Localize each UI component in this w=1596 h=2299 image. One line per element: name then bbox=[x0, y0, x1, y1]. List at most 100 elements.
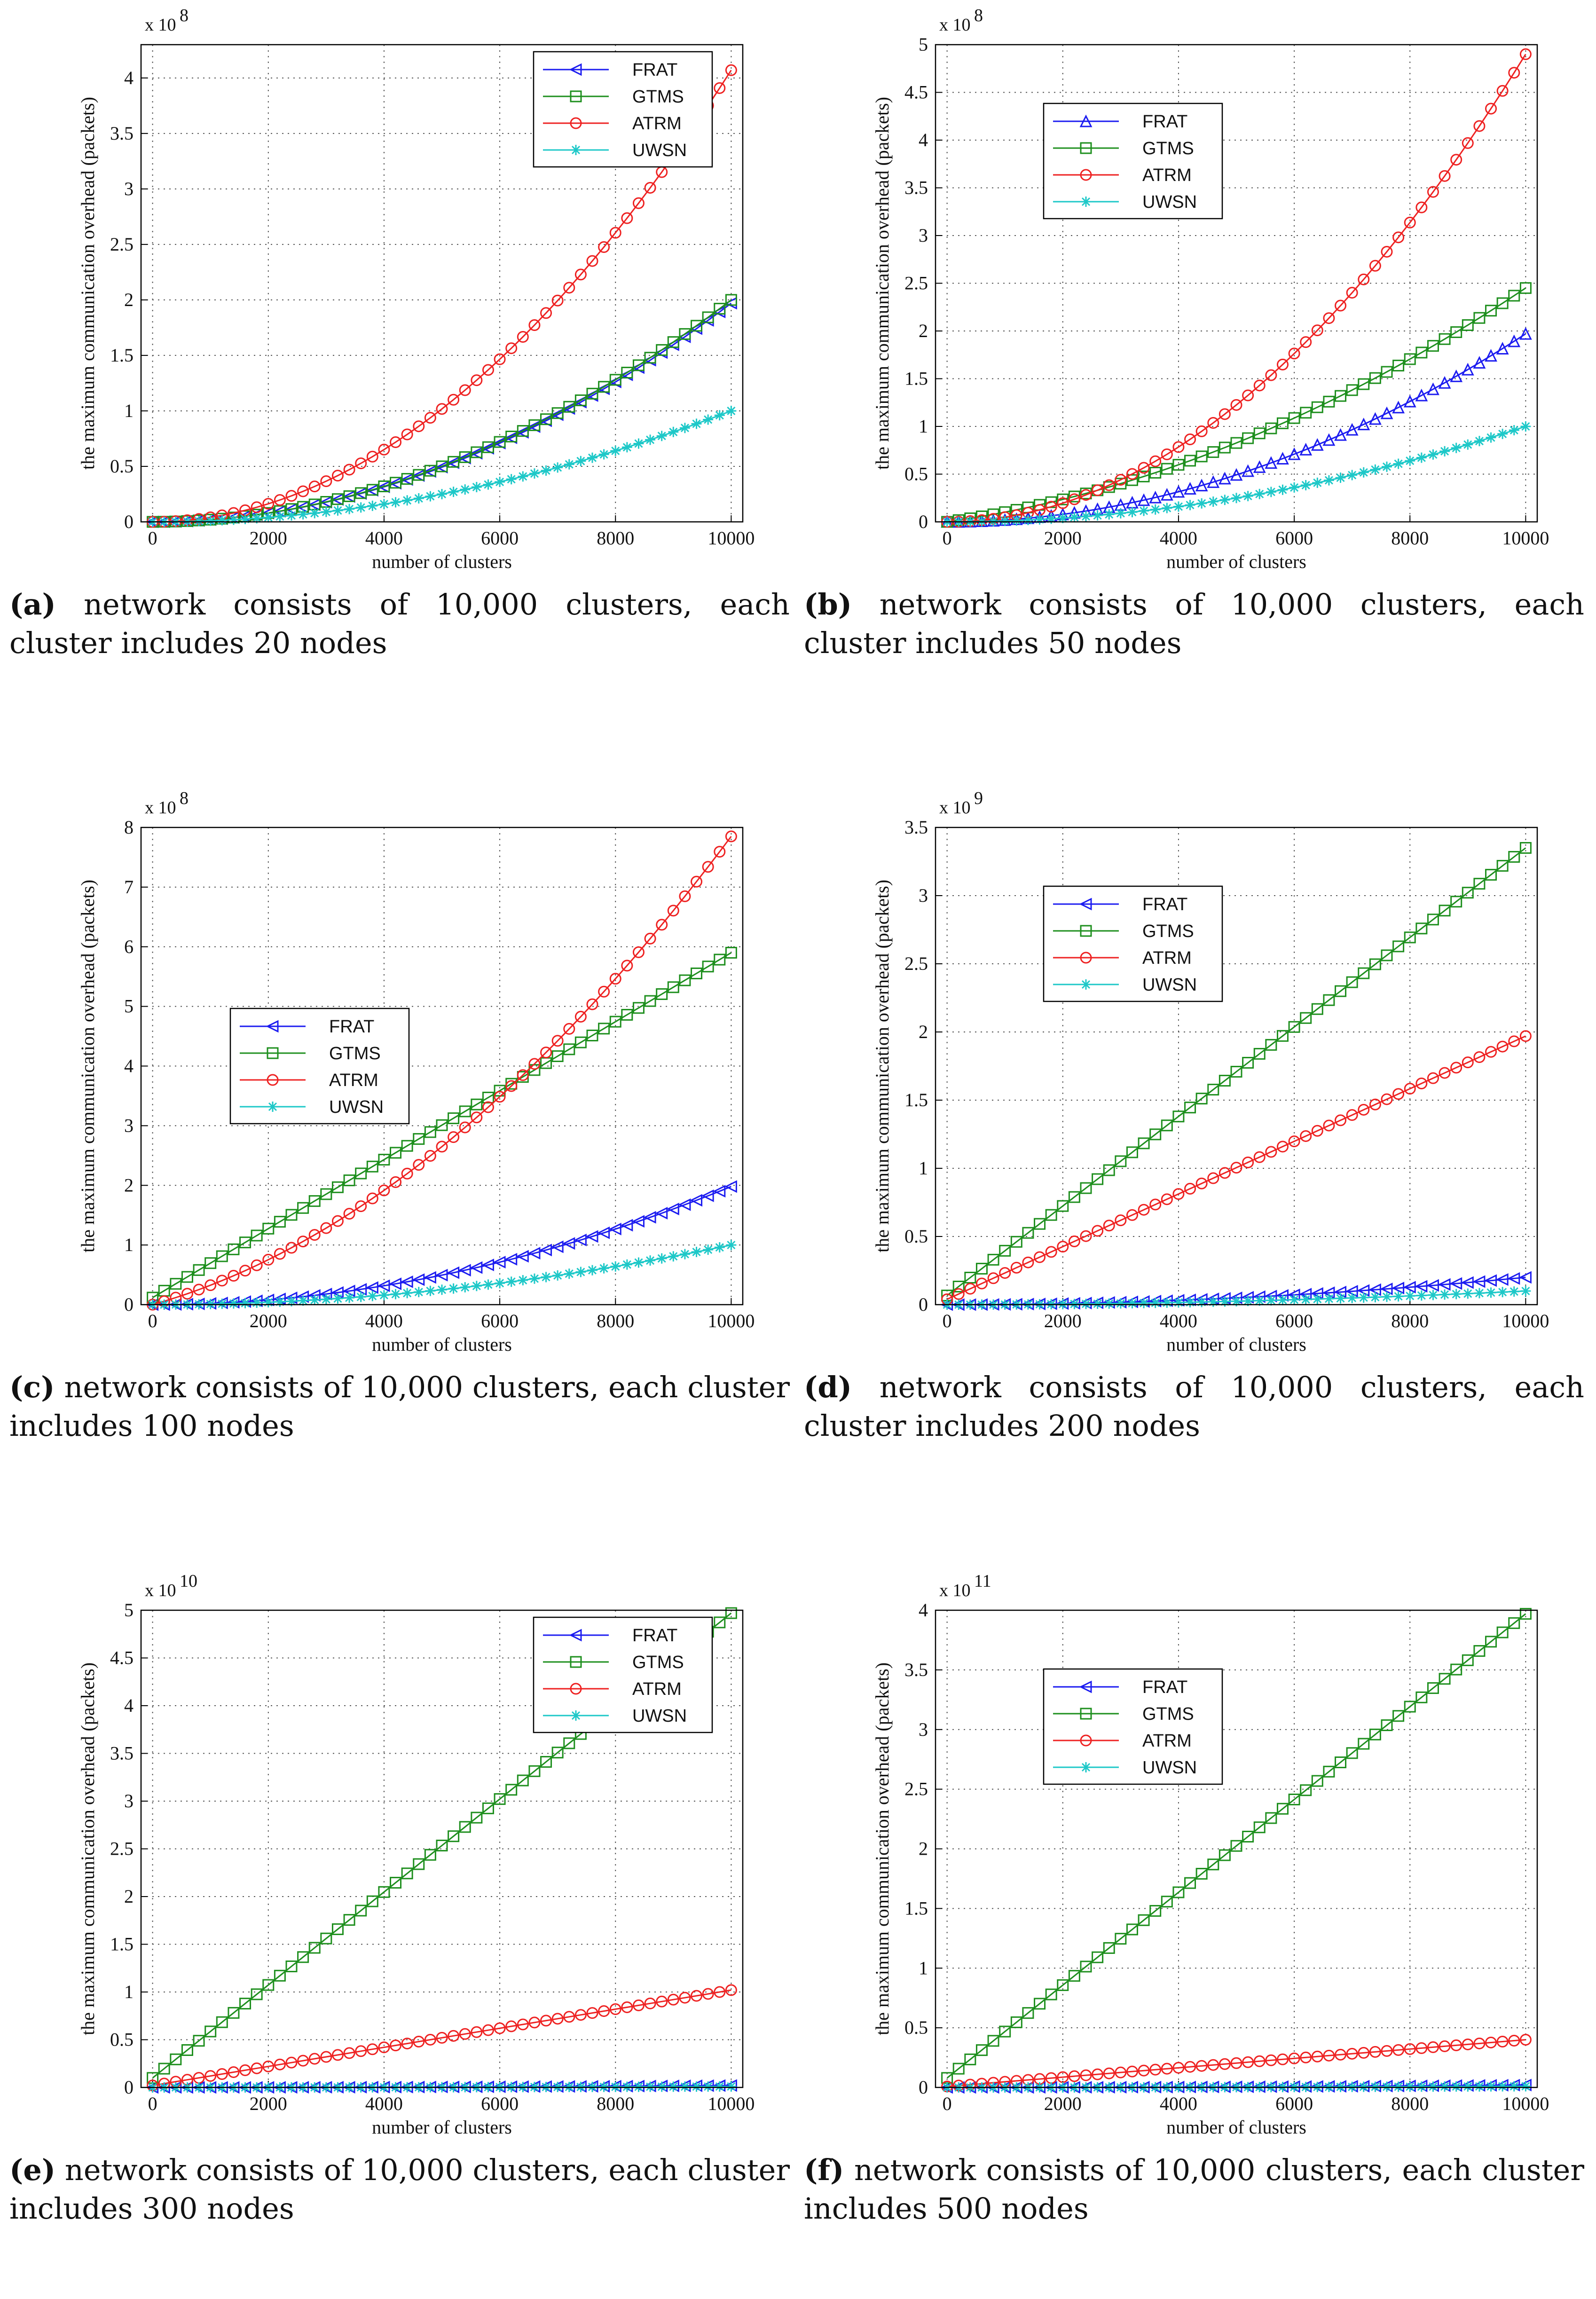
data-point bbox=[1497, 2081, 1508, 2092]
y-tick-label: 0.5 bbox=[904, 464, 928, 485]
legend: FRAT GTMS ATRM UWSN bbox=[229, 1008, 410, 1125]
data-point bbox=[691, 1990, 703, 2002]
data-point bbox=[1161, 1119, 1173, 1132]
data-point bbox=[1300, 2051, 1312, 2063]
data-point bbox=[1507, 1272, 1520, 1285]
data-point bbox=[552, 1270, 563, 1281]
data-point bbox=[656, 1995, 668, 2008]
data-point bbox=[1347, 1292, 1358, 1303]
data-point bbox=[1427, 913, 1439, 926]
data-point bbox=[1265, 1812, 1277, 1824]
data-point bbox=[1242, 432, 1254, 444]
data-point bbox=[436, 1141, 448, 1153]
data-point bbox=[541, 465, 551, 476]
data-point bbox=[645, 434, 656, 445]
caption-letter: c bbox=[23, 1370, 41, 1404]
data-point bbox=[1439, 1067, 1451, 1079]
data-point bbox=[331, 493, 344, 505]
y-scale-factor: x 10 bbox=[145, 798, 176, 818]
data-point bbox=[1184, 455, 1196, 467]
data-point bbox=[1172, 441, 1185, 453]
data-point bbox=[1323, 1765, 1335, 1778]
data-point bbox=[251, 1229, 263, 1242]
data-point bbox=[1300, 407, 1312, 419]
data-point bbox=[632, 946, 645, 958]
data-point bbox=[355, 1200, 367, 1212]
data-point bbox=[1080, 489, 1092, 501]
data-point bbox=[228, 1298, 239, 1309]
data-point bbox=[632, 197, 645, 209]
data-point bbox=[701, 1189, 714, 1202]
data-point bbox=[193, 2035, 205, 2047]
data-point bbox=[587, 1265, 598, 1275]
data-point bbox=[1068, 2070, 1080, 2082]
line-chart: 0 2000 4000 6000 8000 1000000.511.522.533.54x… bbox=[872, 1571, 1549, 2138]
data-point bbox=[320, 1188, 332, 1200]
caption-letter: d bbox=[818, 1370, 838, 1404]
data-point bbox=[1139, 505, 1149, 516]
legend-marker bbox=[1081, 1762, 1091, 1772]
data-point bbox=[964, 1283, 976, 1295]
data-point bbox=[725, 64, 737, 76]
axes-frame bbox=[140, 827, 744, 1306]
data-point bbox=[656, 431, 667, 441]
data-point bbox=[1161, 1193, 1173, 1205]
y-tick-label: 3 bbox=[124, 178, 134, 199]
data-point bbox=[1519, 1030, 1532, 1042]
data-point bbox=[437, 488, 447, 499]
y-tick-label: 8 bbox=[124, 817, 134, 838]
data-point bbox=[1508, 67, 1520, 79]
data-point bbox=[1069, 1299, 1080, 1309]
data-point bbox=[975, 1262, 988, 1275]
x-tick-label: 4000 bbox=[1160, 528, 1197, 549]
data-point bbox=[262, 498, 275, 510]
series-line bbox=[946, 1613, 1526, 2079]
data-point bbox=[1438, 376, 1451, 389]
data-point bbox=[1416, 1290, 1427, 1301]
data-point bbox=[413, 1287, 424, 1298]
data-point bbox=[1495, 1273, 1509, 1286]
data-point bbox=[1242, 1056, 1254, 1069]
data-point bbox=[621, 1259, 632, 1270]
data-point bbox=[1345, 423, 1359, 436]
data-point bbox=[1161, 1896, 1173, 1908]
data-point bbox=[1381, 366, 1393, 378]
data-point bbox=[1381, 245, 1393, 258]
data-point bbox=[390, 1289, 401, 1299]
data-point bbox=[551, 294, 564, 307]
chart-panel-f: 0 2000 4000 6000 8000 10000 0 0.5 1 1.5 2 2.5 3 3.5 4 x… bbox=[794, 1566, 1589, 2299]
data-point bbox=[633, 2081, 644, 2092]
y-tick-label: 1 bbox=[124, 400, 134, 421]
data-point bbox=[1427, 340, 1439, 352]
legend-label: UWSN bbox=[1142, 1758, 1197, 1778]
data-point bbox=[999, 1244, 1011, 1257]
data-point bbox=[448, 456, 460, 468]
data-point bbox=[1276, 417, 1289, 429]
data-point bbox=[1080, 1230, 1092, 1242]
y-tick-label: 2.5 bbox=[904, 273, 928, 294]
y-tick-label: 5 bbox=[124, 996, 134, 1017]
data-point bbox=[952, 2063, 965, 2075]
data-point bbox=[1382, 1291, 1392, 1302]
data-point bbox=[1265, 369, 1277, 381]
data-point bbox=[437, 1284, 447, 1295]
data-point bbox=[1508, 290, 1520, 302]
data-point bbox=[1046, 513, 1057, 524]
data-point bbox=[378, 443, 390, 456]
data-point bbox=[181, 1271, 193, 1283]
y-tick-label: 0 bbox=[919, 511, 928, 532]
data-point bbox=[518, 471, 528, 482]
legend-label: ATRM bbox=[1142, 165, 1192, 185]
y-tick-label: 2.5 bbox=[904, 1779, 928, 1800]
line-chart: 0 2000 4000 6000 8000 1000000.511.522.533.54x… bbox=[77, 6, 755, 572]
line-chart: 0 2000 4000 6000 8000 10000 0 0.5 1 1.5 2 2.5 3 3.5 x … bbox=[872, 788, 1549, 1355]
data-point bbox=[1092, 510, 1103, 521]
data-point bbox=[1312, 477, 1323, 488]
data-point bbox=[644, 181, 656, 194]
y-axis-title: the maximum communication overhead (pack… bbox=[77, 97, 98, 470]
data-point bbox=[355, 2045, 367, 2057]
data-point bbox=[482, 2024, 494, 2036]
data-point bbox=[609, 1016, 621, 1028]
legend-label: GTMS bbox=[1142, 1704, 1194, 1724]
series-gtms bbox=[941, 842, 1532, 1302]
